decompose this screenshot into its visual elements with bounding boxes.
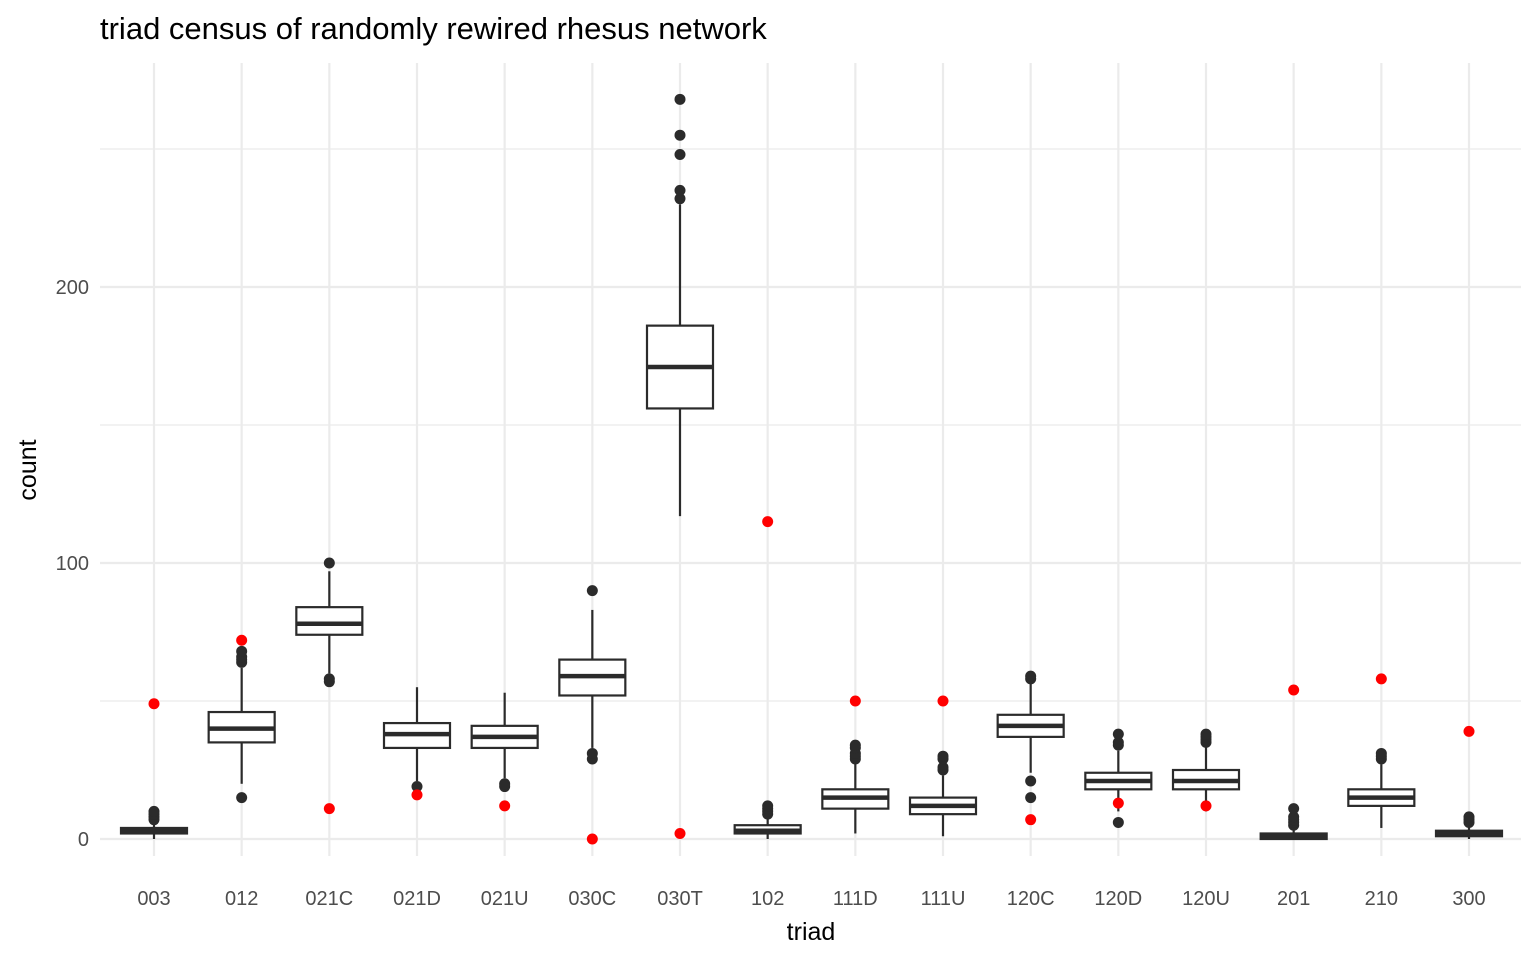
boxplot-021C — [295, 557, 364, 688]
outlier-point — [1288, 811, 1300, 823]
y-tick-label: 0 — [78, 829, 89, 851]
outlier-point — [674, 149, 686, 161]
observed-point-012 — [236, 634, 248, 646]
x-tick-label: 201 — [1277, 888, 1310, 910]
x-tick-label: 111D — [833, 888, 878, 910]
x-tick-label: 102 — [751, 888, 784, 910]
x-tick-label: 030T — [657, 888, 703, 910]
outlier-point — [1463, 811, 1475, 823]
x-axis-title: triad — [787, 918, 836, 946]
boxplot-120D — [1084, 728, 1153, 828]
observed-point-120C — [1025, 814, 1037, 826]
boxplot-210 — [1347, 747, 1416, 828]
observed-point-120U — [1200, 800, 1212, 812]
observed-point-003 — [148, 698, 160, 710]
observed-point-021U — [499, 800, 511, 812]
x-axis-ticks: 003 012 021C 021D 021U 030C 030T 102 111D 111U 120… — [137, 888, 1485, 910]
x-tick-label: 120C — [1007, 888, 1055, 910]
observed-point-111D — [849, 695, 861, 707]
outlier-point — [849, 739, 861, 751]
y-tick-label: 200 — [56, 277, 89, 299]
observed-point-102 — [762, 516, 774, 528]
boxplot-021U — [470, 692, 539, 793]
outlier-point — [323, 673, 335, 685]
outlier-point — [1112, 736, 1124, 748]
boxplots — [119, 93, 1504, 841]
outlier-point — [411, 781, 423, 793]
x-tick-label: 030C — [568, 888, 616, 910]
plot-panel — [100, 63, 1521, 856]
x-tick-label: 210 — [1365, 888, 1398, 910]
boxplot-201 — [1259, 803, 1328, 841]
outlier-point — [674, 129, 686, 141]
outlier-point — [674, 193, 686, 205]
x-tick-label: 120U — [1182, 888, 1230, 910]
boxplot-012 — [207, 645, 276, 804]
x-tick-label: 300 — [1452, 888, 1485, 910]
outlier-point — [1112, 728, 1124, 740]
x-tick-label: 021C — [305, 888, 353, 910]
outlier-point — [586, 747, 598, 759]
y-axis-title: count — [14, 439, 42, 500]
x-tick-label: 021D — [393, 888, 441, 910]
outlier-point — [937, 761, 949, 773]
x-tick-label: 012 — [225, 888, 258, 910]
boxplot-030C — [558, 585, 627, 765]
outlier-point — [499, 778, 511, 790]
x-tick-label: 111U — [921, 888, 966, 910]
y-tick-label: 100 — [56, 553, 89, 575]
major-gridlines — [100, 63, 1521, 856]
minor-gridlines — [100, 148, 1521, 702]
outlier-point — [1288, 803, 1300, 815]
boxplot-030T — [645, 93, 715, 517]
outlier-point — [674, 93, 686, 105]
outlier-point — [1025, 792, 1037, 804]
outlier-point — [1025, 775, 1037, 787]
observed-points — [148, 516, 1475, 845]
boxplot-120U — [1171, 728, 1241, 812]
observed-point-111U — [937, 695, 949, 707]
observed-point-300 — [1463, 725, 1475, 737]
outlier-point — [586, 585, 598, 597]
boxplot-300 — [1434, 811, 1504, 839]
outlier-point — [937, 750, 949, 762]
outlier-point — [236, 792, 248, 804]
observed-point-030T — [674, 827, 686, 839]
x-tick-label: 021U — [481, 888, 529, 910]
boxplot-102 — [733, 800, 802, 839]
box-iqr — [295, 606, 364, 636]
outlier-point — [1200, 728, 1212, 740]
outlier-point — [1375, 747, 1387, 759]
boxplot-120C — [996, 670, 1065, 804]
outlier-point — [148, 805, 160, 817]
outlier-point — [1112, 816, 1124, 828]
x-tick-label: 003 — [137, 888, 170, 910]
boxplot-021D — [382, 687, 452, 793]
boxplot-111U — [908, 750, 978, 837]
outlier-point — [762, 800, 774, 812]
outlier-point — [323, 557, 335, 569]
x-tick-label: 120D — [1094, 888, 1142, 910]
boxplot-003 — [119, 805, 189, 839]
observed-point-210 — [1375, 673, 1387, 685]
outlier-point — [674, 184, 686, 196]
boxplot-111D — [821, 739, 890, 834]
observed-point-030C — [586, 833, 598, 845]
outlier-point — [1025, 670, 1037, 682]
outlier-point — [236, 645, 248, 657]
chart-title: triad census of randomly rewired rhesus … — [100, 11, 767, 46]
y-axis-ticks: 0 100 200 — [56, 277, 89, 851]
observed-point-021C — [323, 803, 335, 815]
observed-point-021D — [411, 789, 423, 801]
observed-point-201 — [1288, 684, 1300, 696]
observed-point-120D — [1112, 797, 1124, 809]
